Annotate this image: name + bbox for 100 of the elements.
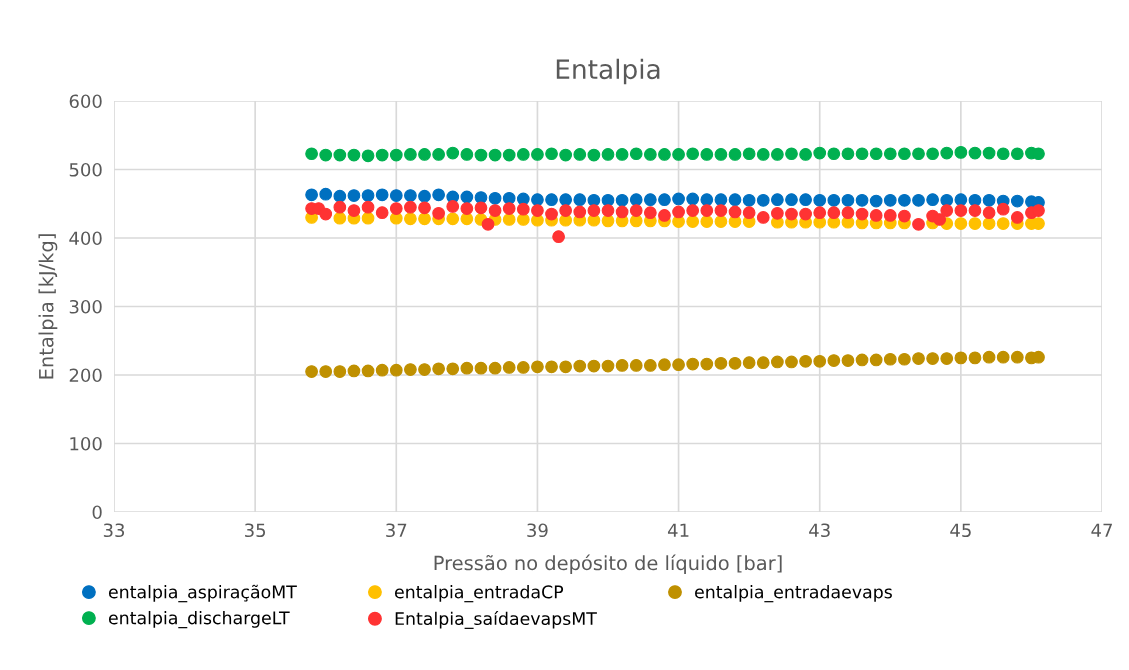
point xyxy=(404,363,417,376)
point xyxy=(333,365,347,378)
legend-label: Entalpia_saídaevapsMT xyxy=(395,610,597,629)
point xyxy=(502,361,516,374)
point xyxy=(982,217,996,230)
point xyxy=(912,352,925,365)
point xyxy=(658,148,671,161)
point xyxy=(643,193,657,207)
point xyxy=(700,204,714,217)
point xyxy=(841,147,855,161)
point xyxy=(643,148,657,161)
point xyxy=(771,148,784,161)
point xyxy=(446,146,460,160)
point xyxy=(404,189,417,202)
x-tick-label: 33 xyxy=(103,523,125,538)
point xyxy=(742,147,756,161)
y-tick-label: 100 xyxy=(70,436,102,451)
point xyxy=(305,147,318,161)
point xyxy=(559,193,573,207)
point xyxy=(615,205,629,219)
y-tick-label: 600 xyxy=(69,94,102,109)
point xyxy=(813,193,827,207)
point xyxy=(855,147,869,161)
point xyxy=(728,148,742,161)
point xyxy=(361,149,375,163)
point xyxy=(926,352,939,365)
point xyxy=(869,147,883,161)
point xyxy=(1010,194,1024,208)
point xyxy=(1010,147,1024,161)
point xyxy=(629,193,643,207)
point xyxy=(347,204,361,217)
point xyxy=(827,206,841,220)
legend-label: entalpia_entradaCP xyxy=(395,585,564,603)
point xyxy=(714,193,728,207)
point xyxy=(898,209,911,223)
point xyxy=(446,200,460,213)
point xyxy=(531,193,544,207)
point xyxy=(933,213,947,226)
point xyxy=(432,362,445,376)
point xyxy=(954,204,968,217)
point xyxy=(714,356,728,370)
point xyxy=(460,202,474,215)
point xyxy=(333,189,347,203)
point xyxy=(587,193,601,207)
point xyxy=(672,358,685,372)
point xyxy=(347,148,361,162)
point xyxy=(813,354,827,368)
point xyxy=(601,204,615,217)
point xyxy=(629,359,643,372)
point xyxy=(898,352,911,366)
point xyxy=(474,148,488,162)
point xyxy=(531,204,544,217)
point xyxy=(460,190,474,204)
point xyxy=(488,361,502,375)
point xyxy=(813,146,827,160)
x-tick-label: 41 xyxy=(667,523,689,537)
point xyxy=(869,353,883,367)
point xyxy=(700,148,714,161)
point xyxy=(418,212,431,226)
point xyxy=(502,202,516,215)
legend-label: entalpia_dischargeLT xyxy=(108,610,290,629)
point xyxy=(545,193,558,207)
point xyxy=(418,363,431,376)
point xyxy=(375,148,389,162)
point xyxy=(587,148,601,162)
y-axis-title: Entalpia [kJ/kg] xyxy=(38,234,58,379)
point xyxy=(898,193,911,207)
point xyxy=(785,193,798,207)
point xyxy=(418,201,431,215)
point xyxy=(361,200,375,214)
point xyxy=(545,207,558,221)
point xyxy=(1032,350,1045,364)
point xyxy=(982,146,996,160)
point xyxy=(926,193,939,207)
point xyxy=(827,354,841,367)
point xyxy=(559,204,573,217)
point xyxy=(460,361,474,375)
point xyxy=(389,148,403,162)
point xyxy=(516,202,530,216)
point xyxy=(771,193,784,207)
point xyxy=(912,147,925,161)
point xyxy=(305,188,318,202)
point xyxy=(756,211,770,224)
point xyxy=(982,193,996,207)
point xyxy=(516,192,530,206)
point xyxy=(347,189,361,202)
point xyxy=(742,193,756,207)
point xyxy=(516,361,530,374)
point xyxy=(1032,147,1045,161)
point xyxy=(347,364,361,378)
point xyxy=(1032,204,1045,217)
point xyxy=(968,193,982,207)
point xyxy=(756,356,770,370)
x-tick-label: 35 xyxy=(245,523,266,538)
point xyxy=(672,148,685,161)
point xyxy=(912,193,925,207)
x-tick-label: 43 xyxy=(809,523,830,538)
point xyxy=(996,217,1010,230)
point xyxy=(714,204,728,217)
point xyxy=(502,148,516,162)
